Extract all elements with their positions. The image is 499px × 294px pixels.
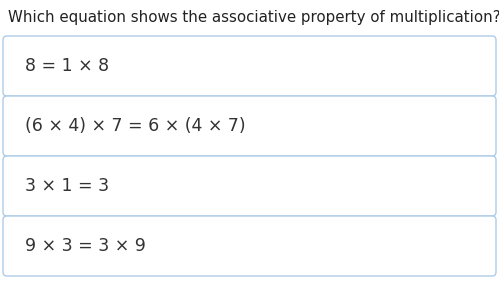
FancyBboxPatch shape [3,96,496,156]
FancyBboxPatch shape [3,216,496,276]
Text: 8 = 1 × 8: 8 = 1 × 8 [25,57,109,75]
Text: Which equation shows the associative property of multiplication?: Which equation shows the associative pro… [8,10,499,25]
FancyBboxPatch shape [3,156,496,216]
Text: 3 × 1 = 3: 3 × 1 = 3 [25,177,109,195]
Text: (6 × 4) × 7 = 6 × (4 × 7): (6 × 4) × 7 = 6 × (4 × 7) [25,117,246,135]
FancyBboxPatch shape [3,36,496,96]
Text: 9 × 3 = 3 × 9: 9 × 3 = 3 × 9 [25,237,146,255]
